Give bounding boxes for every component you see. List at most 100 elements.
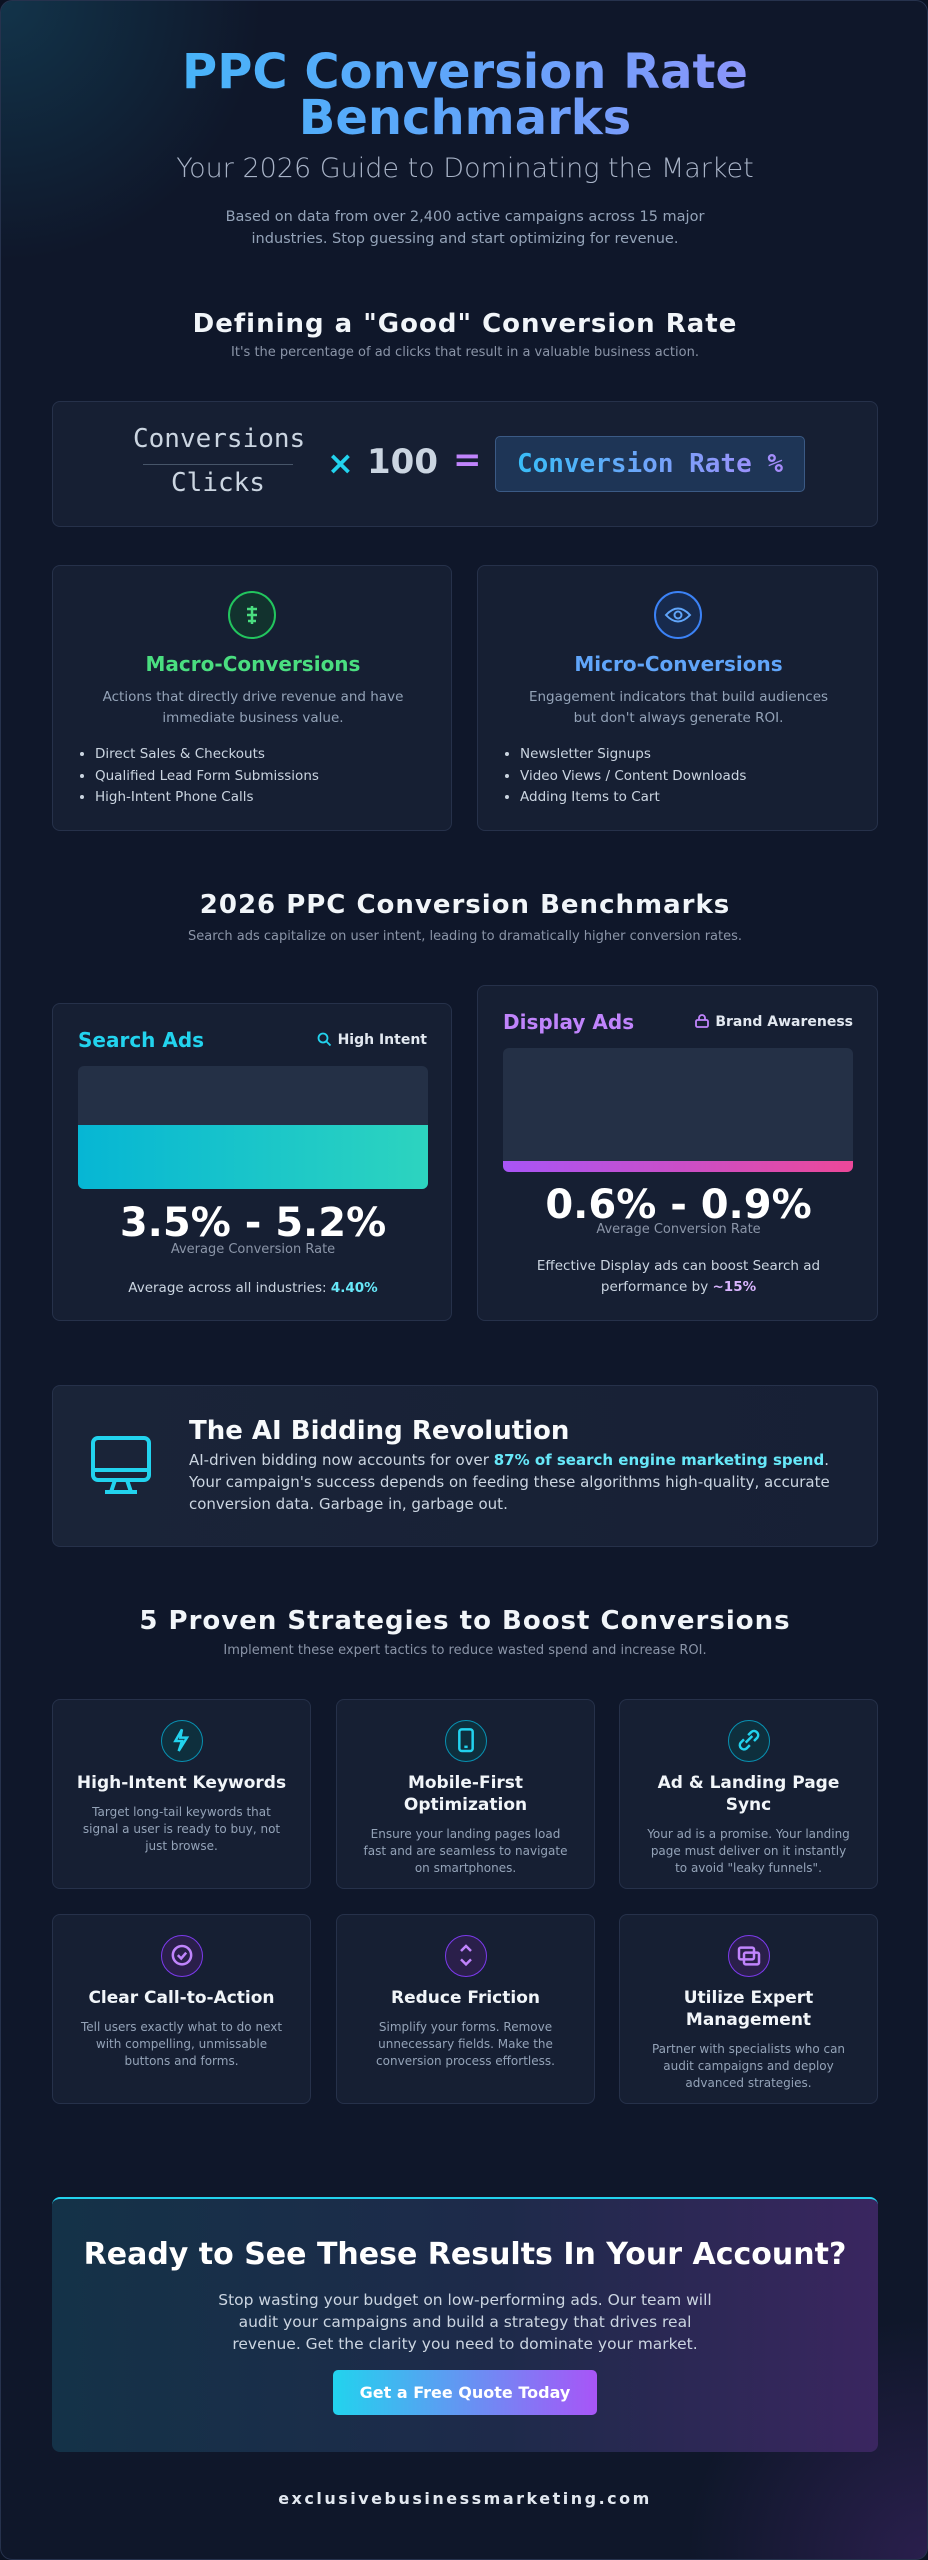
search-icon <box>317 1032 331 1047</box>
strategy-glyph <box>172 1728 189 1752</box>
list-item: High-Intent Phone Calls <box>95 787 319 809</box>
strategy-card: Ad & Landing Page Sync Your ad is a promi… <box>619 1699 878 1889</box>
cta-button[interactable]: Get a Free Quote Today <box>333 2370 597 2415</box>
strategy-title: Ad & Landing Page Sync <box>657 1773 840 1815</box>
bar-track <box>503 1048 853 1172</box>
cta-text: Stop wasting your budget on low-performi… <box>218 2291 712 2353</box>
bar-fill <box>503 1161 853 1172</box>
note-text: Effective Display ads can boost Search a… <box>536 1258 821 1295</box>
strategy-card: Mobile-First Optimization Ensure your lan… <box>336 1699 595 1889</box>
note: Average across all industries: 4.40% <box>53 1280 453 1296</box>
multiplier: 100 <box>367 442 438 482</box>
lock-icon <box>695 1014 710 1028</box>
list-item: Qualified Lead Form Submissions <box>95 766 319 788</box>
section-title: Defining a "Good" Conversion Rate <box>192 309 738 339</box>
section-subtitle: Search ads capitalize on user intent, le… <box>187 929 743 944</box>
display-card: Display Ads Brand Awareness 0.6% - 0.9% … <box>477 985 878 1321</box>
monitor-icon <box>91 1436 151 1494</box>
note-highlight: 4.40% <box>330 1280 378 1296</box>
card-list: Direct Sales & Checkouts Qualified Lead … <box>53 744 319 809</box>
ai-text: AI-driven bidding now accounts for over … <box>189 1449 839 1515</box>
strategy-icon <box>160 1720 203 1762</box>
ai-box: The AI Bidding Revolution AI-driven bidd… <box>52 1385 878 1547</box>
strategy-title: Clear Call-to-Action <box>88 1988 275 2008</box>
tag: High Intent <box>317 1032 427 1048</box>
note-highlight: ~15% <box>712 1279 757 1295</box>
strategy-glyph <box>737 1946 760 1966</box>
description: Based on data from over 2,400 active cam… <box>225 209 705 247</box>
section-subtitle: Implement these expert tactics to reduce… <box>223 1643 707 1658</box>
eye-icon <box>654 591 702 639</box>
card-title: Display Ads <box>503 1010 635 1034</box>
list-item: Video Views / Content Downloads <box>520 766 746 788</box>
equals-sign: = <box>453 440 482 480</box>
card-title: Macro-Conversions <box>145 652 361 676</box>
card-list: Newsletter Signups Video Views / Content… <box>478 744 746 809</box>
strategy-title: Mobile-First Optimization <box>403 1773 528 1815</box>
result-box: Conversion Rate % <box>495 436 805 492</box>
strategy-title: High-Intent Keywords <box>76 1773 287 1793</box>
strategy-glyph <box>738 1729 759 1751</box>
cta-title: Ready to See These Results In Your Accou… <box>83 2237 847 2272</box>
strategy-title: Utilize Expert Management <box>683 1988 814 2030</box>
strategy-icon <box>160 1935 203 1977</box>
bar-fill <box>78 1125 428 1189</box>
strategy-glyph <box>171 1944 192 1966</box>
note: Effective Display ads can boost Search a… <box>478 1256 879 1298</box>
strategy-icon <box>444 1935 487 1977</box>
bar-track <box>78 1066 428 1189</box>
strategy-icon <box>444 1720 487 1762</box>
card-description: Engagement indicators that build audienc… <box>528 689 829 726</box>
caption: Average Conversion Rate <box>170 1242 336 1257</box>
strategy-title: Reduce Friction <box>391 1988 540 2008</box>
strategy-card: High-Intent Keywords Target long-tail key… <box>52 1699 311 1889</box>
strategy-card: Reduce Friction Simplify your forms. Remo… <box>336 1914 595 2104</box>
list-item: Adding Items to Cart <box>520 787 746 809</box>
strategy-icon <box>727 1720 770 1762</box>
strategy-description: Simplify your forms. Remove unnecessary … <box>376 2020 555 2068</box>
card-title: Micro-Conversions <box>574 652 783 676</box>
list-item: Direct Sales & Checkouts <box>95 744 319 766</box>
tag-text: High Intent <box>337 1032 427 1048</box>
cta-box: Ready to See These Results In Your Accou… <box>52 2197 878 2452</box>
result: Conversion Rate % <box>516 449 784 479</box>
denominator: Clicks <box>171 468 265 498</box>
ai-title: The AI Bidding Revolution <box>189 1416 570 1446</box>
strategy-description: Your ad is a promise. Your landing page … <box>647 1827 850 1875</box>
macro-card: Macro-Conversions Actions that directly … <box>52 565 452 831</box>
strategy-card: Clear Call-to-Action Tell users exactly w… <box>52 1914 311 2104</box>
ai-text-start: AI-driven bidding now accounts for over <box>189 1451 494 1469</box>
multiply-sign: × <box>327 444 354 482</box>
strategy-glyph <box>457 1728 474 1753</box>
tag-text: Brand Awareness <box>715 1014 853 1030</box>
strategy-description: Target long-tail keywords that signal a … <box>82 1805 281 1853</box>
search-card: Search Ads High Intent 3.5% - 5.2% Avera… <box>52 1003 452 1321</box>
strategy-icon <box>727 1935 770 1977</box>
ai-highlight: 87% of search engine marketing spend <box>493 1451 825 1469</box>
caption: Average Conversion Rate <box>596 1222 761 1237</box>
fraction-line <box>143 464 293 465</box>
card-description: Actions that directly drive revenue and … <box>102 689 404 726</box>
subtitle: Your 2026 Guide to Dominating the Market <box>176 153 754 184</box>
strategy-card: Utilize Expert Management Partner with sp… <box>619 1914 878 2104</box>
card-title: Search Ads <box>78 1028 205 1052</box>
page-title: PPC Conversion Rate Benchmarks <box>1 48 927 142</box>
strategy-description: Ensure your landing pages load fast and … <box>363 1827 568 1875</box>
strategy-glyph <box>459 1944 472 1967</box>
section-subtitle: It's the percentage of ad clicks that re… <box>231 345 699 360</box>
list-item: Newsletter Signups <box>520 744 746 766</box>
range: 3.5% - 5.2% <box>119 1200 387 1246</box>
section-title: 5 Proven Strategies to Boost Conversions <box>139 1606 791 1636</box>
formula-box: Conversions Clicks × 100 = Conversion Ra… <box>52 401 878 527</box>
section-title: 2026 PPC Conversion Benchmarks <box>199 890 731 920</box>
tag: Brand Awareness <box>694 1014 853 1030</box>
note-text: Average across all industries: <box>128 1280 331 1296</box>
numerator: Conversions <box>133 424 306 454</box>
range: 0.6% - 0.9% <box>545 1182 812 1228</box>
strategy-description: Tell users exactly what to do next with … <box>80 2020 283 2068</box>
footer: exclusivebusinessmarketing.com <box>278 2489 652 2508</box>
dollar-icon <box>228 591 276 639</box>
strategy-description: Partner with specialists who can audit c… <box>651 2042 846 2090</box>
micro-card: Micro-Conversions Engagement indicators … <box>477 565 878 831</box>
